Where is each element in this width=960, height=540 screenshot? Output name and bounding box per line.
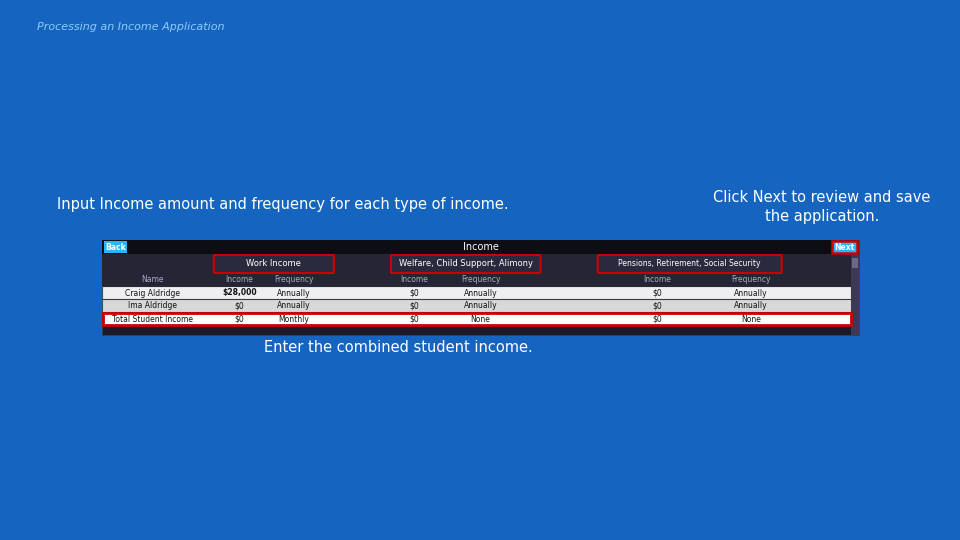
Text: the application.: the application. [765, 210, 879, 225]
Text: Income: Income [226, 275, 253, 285]
Text: Work Income: Work Income [247, 260, 301, 268]
Text: Annually: Annually [276, 288, 310, 298]
FancyBboxPatch shape [391, 255, 540, 273]
Text: $0: $0 [653, 314, 662, 323]
Bar [852, 258, 858, 268]
Bar [102, 240, 859, 335]
Text: Pensions, Retirement, Social Security: Pensions, Retirement, Social Security [618, 260, 761, 268]
Text: Income: Income [644, 275, 672, 285]
Text: Annually: Annually [276, 301, 310, 310]
Text: $0: $0 [653, 288, 662, 298]
Bar [102, 274, 859, 286]
Text: Back: Back [105, 242, 126, 252]
Text: Income: Income [400, 275, 428, 285]
Text: Annually: Annually [734, 301, 768, 310]
Text: $0: $0 [653, 301, 662, 310]
Bar [103, 300, 851, 312]
Text: None: None [470, 314, 491, 323]
Text: Annually: Annually [464, 288, 497, 298]
Text: $0: $0 [234, 301, 244, 310]
FancyBboxPatch shape [214, 255, 334, 273]
Text: Monthly: Monthly [278, 314, 309, 323]
Text: Processing an Income Application: Processing an Income Application [36, 22, 225, 32]
Text: Annually: Annually [464, 301, 497, 310]
Bar [832, 241, 857, 253]
Text: Input Income amount and frequency for each type of income.: Input Income amount and frequency for ea… [57, 198, 509, 213]
Text: Next: Next [834, 242, 854, 252]
Text: Total Student Income: Total Student Income [112, 314, 193, 323]
Text: Click Next to review and save: Click Next to review and save [713, 191, 930, 206]
Text: $0: $0 [410, 288, 420, 298]
Bar [103, 287, 851, 299]
Text: $28,000: $28,000 [222, 288, 256, 298]
Bar [851, 254, 859, 335]
Text: $0: $0 [410, 314, 420, 323]
Bar [102, 254, 859, 274]
Text: Name: Name [141, 275, 164, 285]
Text: $0: $0 [234, 314, 244, 323]
Text: Frequency: Frequency [274, 275, 313, 285]
FancyBboxPatch shape [598, 255, 781, 273]
Text: Craig Aldridge: Craig Aldridge [126, 288, 180, 298]
Bar [102, 240, 859, 254]
Text: Welfare, Child Support, Alimony: Welfare, Child Support, Alimony [398, 260, 533, 268]
Text: Income: Income [463, 242, 498, 252]
Text: Ima Aldridge: Ima Aldridge [129, 301, 178, 310]
Text: $0: $0 [410, 301, 420, 310]
Text: None: None [741, 314, 761, 323]
Bar [103, 313, 851, 325]
Text: Frequency: Frequency [732, 275, 771, 285]
Bar [103, 313, 851, 325]
Text: Frequency: Frequency [461, 275, 500, 285]
Text: Enter the combined student income.: Enter the combined student income. [264, 341, 533, 355]
Bar [104, 241, 128, 253]
Text: Annually: Annually [734, 288, 768, 298]
